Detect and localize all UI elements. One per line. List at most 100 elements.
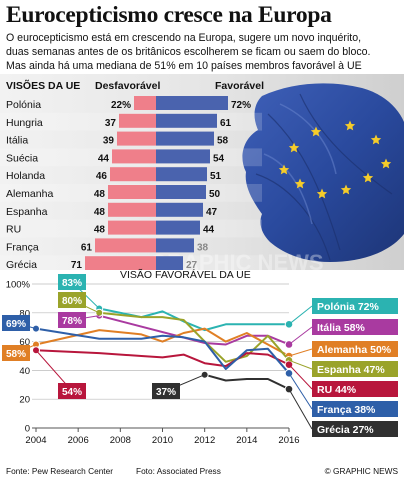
end-label-box bbox=[312, 401, 398, 417]
bar-category-label: França bbox=[6, 241, 39, 253]
bar-category-label: Itália bbox=[6, 135, 28, 147]
photo-credit: Foto: Associated Press bbox=[136, 466, 221, 476]
end-value-label: RU 44% bbox=[317, 384, 357, 396]
x-tick-label: 2016 bbox=[278, 435, 299, 446]
subtitle-line: O eurocepticismo está em crescendo na Eu… bbox=[6, 32, 362, 44]
bar-value-label: 38 bbox=[197, 242, 209, 253]
copyright: © GRAPHIC NEWS bbox=[324, 466, 398, 476]
bar-favorable bbox=[156, 256, 183, 270]
end-value-label: Grécia 27% bbox=[317, 424, 374, 436]
bar-unfavorable bbox=[108, 185, 156, 199]
label-leader bbox=[288, 305, 313, 325]
series-end-point bbox=[284, 368, 294, 378]
bar-value-label: 44 bbox=[203, 225, 215, 236]
start-label-box bbox=[58, 312, 86, 328]
end-label-box bbox=[312, 298, 398, 314]
start-value-label: 37% bbox=[156, 387, 176, 398]
subtitle-line: duas semanas antes de os britânicos esco… bbox=[6, 46, 371, 59]
bar-value-label: 39 bbox=[103, 136, 115, 147]
bar-unfavorable bbox=[108, 220, 156, 235]
bar-favorable bbox=[156, 167, 207, 182]
label-leader bbox=[288, 388, 313, 430]
bar-unfavorable bbox=[85, 256, 156, 270]
bar-value-label: 46 bbox=[96, 171, 108, 182]
eu-views-bar-chart: GRAPHIC NEWS VISÕES DA UE Desfavorável F… bbox=[0, 74, 404, 270]
y-tick-label: 0 bbox=[25, 424, 30, 435]
subtitle: O eurocepticismo está em crescendo na Eu… bbox=[6, 31, 400, 74]
bar-unfavorable bbox=[112, 149, 156, 164]
star-icon bbox=[310, 126, 322, 137]
bar-value-label: 72% bbox=[231, 100, 251, 111]
bar-category-label: Espanha bbox=[6, 206, 48, 218]
end-label-box bbox=[312, 361, 398, 377]
label-leader bbox=[288, 348, 313, 357]
bar-unfavorable bbox=[95, 238, 156, 253]
bar-category-label: Hungria bbox=[6, 117, 43, 129]
end-value-label: Polónia 72% bbox=[317, 301, 380, 313]
x-tick-label: 2004 bbox=[25, 435, 46, 446]
bar-value-label: 58 bbox=[217, 136, 229, 147]
start-value-label: 80% bbox=[62, 296, 82, 307]
bar-value-label: 48 bbox=[94, 225, 106, 236]
bar-value-label: 71 bbox=[71, 260, 83, 270]
bar-category-label: RU bbox=[6, 224, 21, 236]
bar-value-label: 47 bbox=[206, 207, 218, 218]
bar-unfavorable bbox=[117, 131, 156, 146]
line-chart-title: VISÃO FAVORÁVEL DA UE bbox=[120, 268, 251, 281]
bar-value-label: 50 bbox=[209, 189, 221, 200]
x-tick-label: 2008 bbox=[110, 435, 131, 446]
bar-unfavorable bbox=[110, 167, 156, 182]
bar-value-label: 51 bbox=[210, 171, 222, 182]
end-label-box bbox=[312, 341, 398, 357]
bar-value-label: 48 bbox=[94, 207, 106, 218]
bar-category-label: Suécia bbox=[6, 152, 38, 164]
bar-value-label: 54 bbox=[213, 153, 225, 164]
bar-unfavorable bbox=[119, 113, 156, 128]
bar-category-label: Grécia bbox=[6, 259, 37, 270]
bar-value-label: 61 bbox=[81, 242, 93, 253]
series-line bbox=[35, 349, 290, 368]
x-tick-label: 2014 bbox=[236, 435, 257, 446]
x-tick-label: 2010 bbox=[152, 435, 173, 446]
footer: Fonte: Pew Research Center Foto: Associa… bbox=[0, 462, 404, 480]
y-tick-label: 40 bbox=[19, 366, 30, 377]
bar-favorable bbox=[156, 185, 206, 199]
end-value-label: França 38% bbox=[317, 404, 376, 416]
x-tick-label: 2006 bbox=[68, 435, 89, 446]
star-icon bbox=[370, 134, 382, 145]
series-line bbox=[204, 373, 290, 391]
bar-value-label: 44 bbox=[98, 153, 110, 164]
bar-favorable bbox=[156, 238, 194, 253]
label-leader bbox=[288, 373, 313, 410]
end-value-label: Alemanha 50% bbox=[317, 344, 392, 356]
start-label-box bbox=[58, 383, 86, 399]
legend-unfavorable: Desfavorável bbox=[95, 80, 160, 92]
star-icon bbox=[288, 142, 300, 153]
bar-value-label: 37 bbox=[105, 118, 117, 129]
legend-favorable: Favorável bbox=[215, 80, 264, 92]
bar-unfavorable bbox=[108, 202, 156, 217]
star-icon bbox=[316, 188, 328, 199]
bar-value-label: 48 bbox=[94, 189, 106, 200]
bar-unfavorable bbox=[134, 96, 156, 110]
watermark: GRAPHIC NEWS bbox=[150, 250, 324, 270]
star-icon bbox=[278, 164, 290, 175]
bar-category-label: Polónia bbox=[6, 99, 41, 111]
bar-value-label: 27 bbox=[186, 260, 198, 270]
eu-flag bbox=[242, 83, 404, 262]
series-start-point bbox=[32, 324, 40, 333]
series-line bbox=[99, 307, 289, 332]
bar-favorable bbox=[156, 131, 214, 146]
end-value-label: Itália 58% bbox=[317, 322, 366, 334]
series-line bbox=[35, 327, 290, 374]
y-tick-label: 20 bbox=[19, 395, 30, 406]
bar-value-label: 22% bbox=[111, 100, 131, 111]
start-value-label: 54% bbox=[62, 387, 82, 398]
page-title: Eurocepticismo cresce na Europa bbox=[6, 2, 332, 28]
flag-fold bbox=[255, 93, 393, 261]
start-value-label: 83% bbox=[62, 278, 82, 289]
label-leader bbox=[288, 364, 313, 390]
bar-favorable bbox=[156, 149, 210, 164]
eu-flag-photo bbox=[242, 83, 404, 262]
y-tick-label: 80 bbox=[19, 308, 30, 319]
